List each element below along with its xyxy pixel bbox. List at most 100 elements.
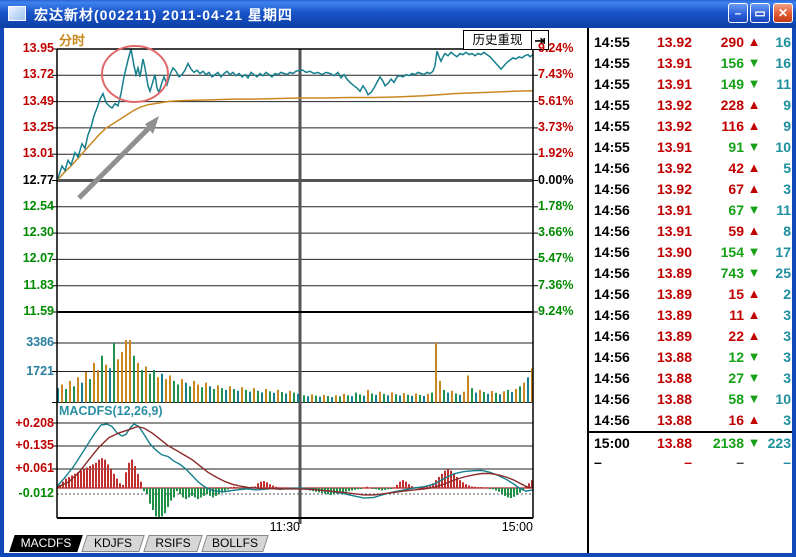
tape-row: 14:56 13.89 15 ▲ 2	[589, 284, 792, 305]
trade-time: 14:56	[594, 349, 630, 365]
trade-count: 16	[775, 34, 791, 50]
intraday-chart-canvas[interactable]	[4, 28, 587, 553]
tape-row: 14:56 13.88 58 ▼ 10	[589, 389, 792, 410]
percent-axis-tick: 1.78%	[538, 198, 574, 213]
trade-time: 14:56	[594, 391, 630, 407]
trade-price: 13.89	[656, 328, 692, 344]
time-and-sales-panel[interactable]: 14:55 13.92 290 ▲ 16 14:55 13.91 156 ▼ 16 14:55 13.…	[587, 28, 792, 553]
percent-axis-tick: 1.92%	[538, 146, 574, 161]
tape-row: 15:00 13.88 2138 ▼ 223	[589, 431, 792, 452]
down-arrow-icon: ▼	[747, 55, 761, 70]
trade-volume: 58	[728, 391, 744, 407]
trade-count: 25	[775, 265, 791, 281]
up-arrow-icon: ▲	[747, 97, 761, 112]
price-axis-tick: 11.83	[23, 277, 54, 292]
trade-count: 16	[775, 55, 791, 71]
price-axis-tick: 13.49	[22, 93, 54, 108]
trade-time: 14:56	[594, 328, 630, 344]
history-replay-button[interactable]: 历史重现	[463, 30, 532, 50]
trade-count: 9	[783, 97, 791, 113]
app-icon	[8, 6, 26, 21]
trade-volume: 149	[720, 76, 744, 92]
trade-count: 5	[783, 160, 791, 176]
trade-volume: 11	[729, 307, 744, 323]
trade-time: 15:00	[594, 435, 630, 451]
trade-time: 14:55	[594, 55, 630, 71]
trade-volume: 27	[728, 370, 744, 386]
maximize-button[interactable]: ▭	[750, 3, 770, 23]
tab-label: RSIFS	[155, 536, 191, 550]
price-axis-tick: 13.72	[22, 67, 54, 82]
percent-axis-tick: 7.43%	[538, 67, 574, 82]
trade-time: 14:56	[594, 202, 630, 218]
trade-volume: 116	[721, 118, 744, 134]
trade-price: 13.88	[656, 349, 692, 365]
macd-axis-tick: +0.135	[15, 438, 54, 452]
trade-time: 14:55	[594, 97, 630, 113]
price-axis-tick: 12.77	[22, 172, 54, 187]
trade-price: 13.92	[656, 118, 692, 134]
trade-count: 3	[783, 349, 791, 365]
trade-time: 14:55	[594, 118, 630, 134]
tape-row: 14:56 13.92 67 ▲ 3	[589, 179, 792, 200]
trade-price: 13.91	[656, 223, 692, 239]
time-axis-tick: 11:30	[269, 520, 300, 534]
close-button[interactable]: ✕	[773, 3, 793, 23]
chart-mode-label: 分时	[59, 33, 86, 48]
percent-axis-tick: 7.36%	[538, 277, 574, 292]
volume-axis-tick: 1721	[26, 363, 54, 378]
trade-time: 14:56	[594, 286, 630, 302]
trade-price: 13.89	[656, 265, 692, 281]
price-axis-tick: 12.30	[22, 225, 54, 240]
trade-price: 13.88	[656, 370, 692, 386]
trade-price: 13.91	[656, 55, 692, 71]
trade-price: 13.88	[656, 412, 692, 428]
up-arrow-icon: ▲	[747, 34, 761, 49]
replay-step-icon[interactable]: ⇥	[531, 30, 549, 50]
tape-row: 14:56 13.91 59 ▲ 8	[589, 221, 792, 242]
trade-time: 14:56	[594, 160, 630, 176]
down-arrow-icon: ▼	[747, 202, 761, 217]
tape-row: 14:56 13.89 11 ▲ 3	[589, 305, 792, 326]
trade-time: 14:56	[594, 412, 630, 428]
trade-time: 14:55	[594, 76, 630, 92]
price-axis-tick: 12.07	[22, 251, 54, 266]
trade-volume: 12	[728, 349, 744, 365]
macd-axis-tick: +0.061	[15, 461, 54, 475]
title-bar[interactable]: 宏达新材(002211) 2011-04-21 星期四 – ▭ ✕	[0, 0, 796, 28]
tab-macdfs[interactable]: MACDFS	[9, 535, 83, 552]
trade-count: 3	[783, 307, 791, 323]
trade-time: 14:55	[594, 34, 630, 50]
down-arrow-icon: ▼	[747, 391, 761, 406]
percent-axis-tick: 3.66%	[538, 225, 574, 240]
trade-price: 13.92	[656, 34, 692, 50]
tape-row: 14:56 13.88 16 ▲ 3	[589, 410, 792, 431]
price-axis-tick: 13.25	[22, 119, 54, 134]
price-axis-tick: 11.59	[23, 304, 54, 318]
up-arrow-icon: ▲	[747, 160, 761, 175]
tape-row: 14:55 13.92 228 ▲ 9	[589, 95, 792, 116]
trade-time: 14:56	[594, 265, 630, 281]
trade-price: 13.92	[656, 97, 692, 113]
trade-time: 14:56	[594, 223, 630, 239]
minimize-button[interactable]: –	[728, 3, 748, 23]
trade-volume: 2138	[712, 435, 744, 451]
tape-row: 14:56 13.89 743 ▼ 25	[589, 263, 792, 284]
percent-axis-tick: 5.61%	[538, 93, 574, 108]
tab-rsifs[interactable]: RSIFS	[143, 535, 203, 552]
trade-volume: 156	[720, 55, 744, 71]
price-axis-tick: 12.54	[22, 198, 54, 213]
trade-volume: 16	[728, 412, 744, 428]
trade-price: 13.88	[656, 435, 692, 451]
trade-price: 13.92	[656, 181, 692, 197]
tape-row: 14:55 13.91 149 ▼ 11	[589, 74, 792, 95]
tab-bollfs[interactable]: BOLLFS	[201, 535, 269, 552]
trade-price: 13.91	[656, 202, 692, 218]
trade-volume: 228	[720, 97, 744, 113]
percent-axis-tick: 3.73%	[538, 119, 574, 134]
trade-time: 14:56	[594, 244, 630, 260]
tab-kdjfs[interactable]: KDJFS	[81, 535, 145, 552]
trade-price: 13.91	[656, 139, 692, 155]
price-axis-tick: 13.01	[22, 146, 54, 161]
up-arrow-icon: ▲	[747, 328, 761, 343]
